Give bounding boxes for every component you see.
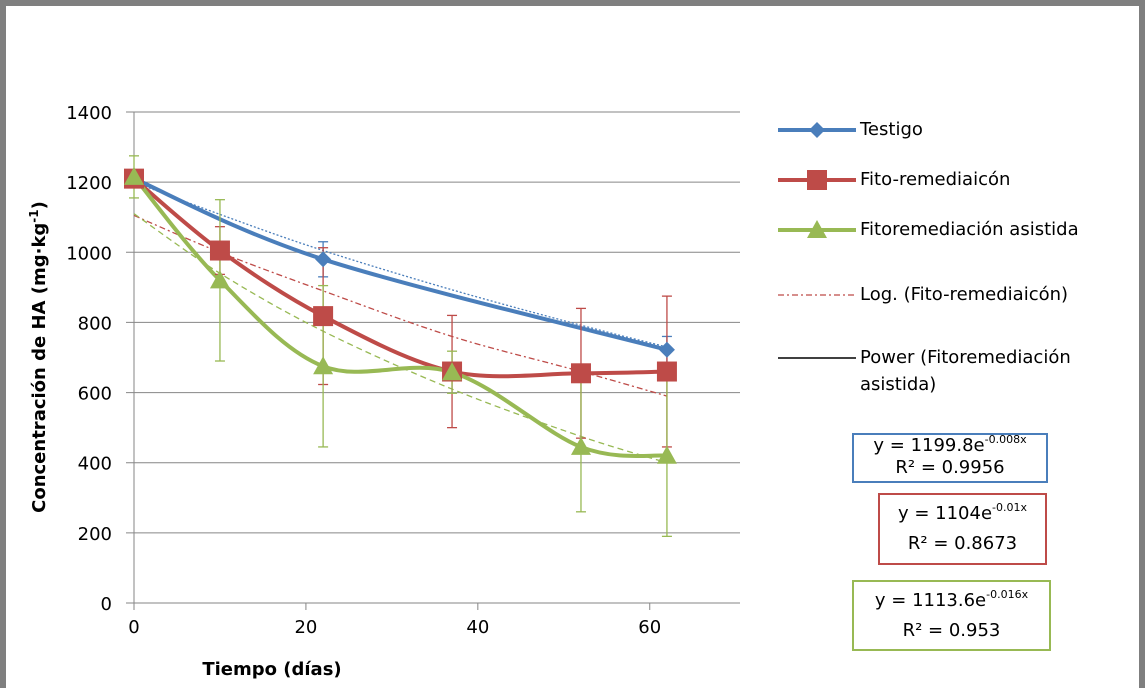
marker — [656, 361, 677, 382]
equation-exponent: -0.01x — [992, 501, 1028, 514]
marker — [656, 445, 677, 464]
series-line — [133, 176, 668, 352]
marker — [570, 363, 591, 384]
x-tick-label: 60 — [638, 617, 661, 638]
y-tick-label: 800 — [78, 313, 112, 334]
equation-base: y = 1104e — [897, 503, 993, 524]
legend-marker — [807, 220, 827, 238]
legend-label: Testigo — [860, 119, 923, 140]
equation: y = 1104e-0.01x — [880, 499, 1045, 529]
x-tick-label: 40 — [466, 617, 489, 638]
marker — [209, 240, 230, 261]
r-squared: R² = 0.953 — [902, 620, 1001, 641]
x-tick-label: 20 — [294, 617, 317, 638]
y-axis-label: Concentración de HA (mg·kg-1) — [27, 201, 50, 513]
equation-exponent: -0.016x — [986, 588, 1029, 601]
equation-exponent: -0.008x — [984, 433, 1027, 446]
x-tick-label: 0 — [128, 617, 139, 638]
legend-label: Fitoremediación asistida — [860, 219, 1079, 240]
y-label-end: ) — [29, 201, 50, 209]
y-tick-label: 400 — [78, 454, 112, 475]
equation-base: y = 1113.6e — [874, 590, 987, 611]
equation-box: y = 1104e-0.01x R² = 0.8673 — [878, 493, 1047, 565]
legend-label: Fito-remediaicón — [860, 169, 1011, 190]
y-tick-label: 1000 — [66, 243, 112, 264]
legend-marker — [807, 170, 827, 190]
y-label-main: Concentración de HA (mg·kg — [29, 223, 50, 513]
equation-box: y = 1113.6e-0.016x R² = 0.953 — [852, 580, 1051, 651]
equation-base: y = 1199.8e — [873, 435, 985, 456]
marker — [209, 270, 230, 289]
y-tick-label: 200 — [78, 524, 112, 545]
marker — [315, 251, 332, 268]
y-label-sup: -1 — [27, 209, 41, 222]
r-squared: R² = 0.8673 — [907, 533, 1018, 554]
equation: y = 1113.6e-0.016x — [854, 586, 1049, 616]
marker — [313, 306, 334, 327]
r-squared: R² = 0.9956 — [895, 457, 1005, 478]
y-tick-label: 1400 — [66, 103, 112, 124]
x-axis-label: Tiempo (días) — [202, 659, 341, 680]
y-tick-label: 1200 — [66, 173, 112, 194]
legend-label: Log. (Fito-remediaicón) — [860, 284, 1069, 305]
trendline — [133, 214, 668, 397]
trendline — [133, 181, 668, 348]
equation: y = 1199.8e-0.008x — [854, 433, 1046, 457]
marker — [124, 166, 144, 185]
marker — [570, 436, 591, 455]
y-tick-label: 0 — [101, 594, 112, 615]
equation-box: y = 1199.8e-0.008x R² = 0.9956 — [852, 433, 1048, 483]
marker — [442, 362, 463, 381]
marker — [313, 356, 334, 375]
marker — [658, 341, 675, 358]
legend-label: Power (Fitoremediación asistida) — [860, 347, 1071, 395]
y-tick-label: 600 — [78, 384, 112, 405]
legend-marker — [809, 122, 825, 138]
